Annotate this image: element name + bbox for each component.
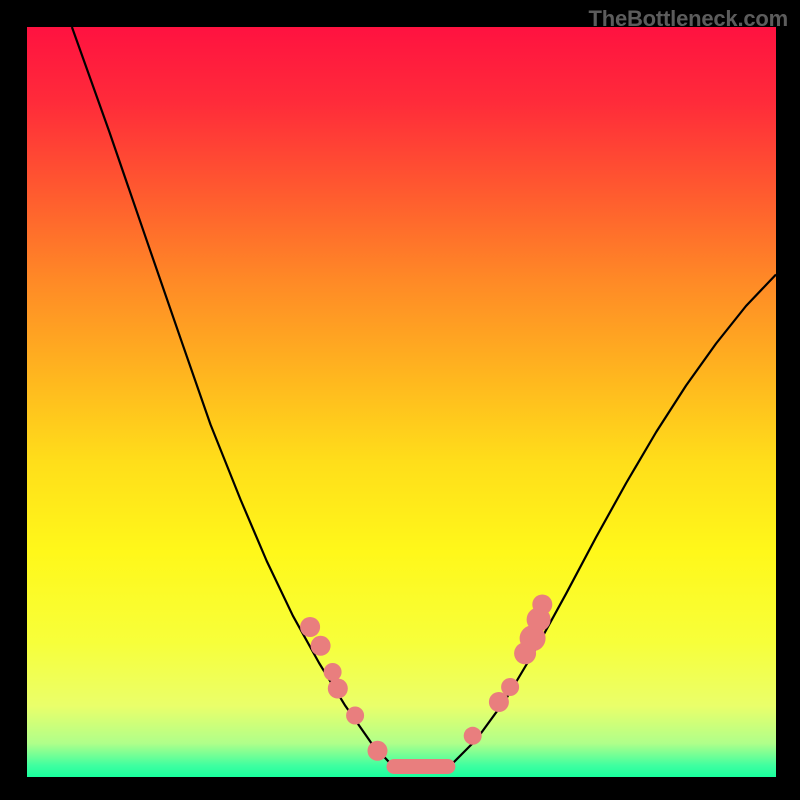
marker-dot: [324, 663, 342, 681]
marker-dot: [501, 678, 519, 696]
marker-dot: [368, 741, 388, 761]
marker-dot: [300, 617, 320, 637]
marker-dot: [311, 636, 331, 656]
valley-floor-bar: [387, 759, 456, 774]
marker-dot: [464, 727, 482, 745]
marker-dot: [532, 595, 552, 615]
plot-background: [27, 27, 776, 777]
watermark-text: TheBottleneck.com: [588, 6, 788, 32]
gradient-plot: [0, 0, 800, 800]
marker-dot: [328, 679, 348, 699]
marker-dot: [489, 692, 509, 712]
marker-dot: [346, 707, 364, 725]
